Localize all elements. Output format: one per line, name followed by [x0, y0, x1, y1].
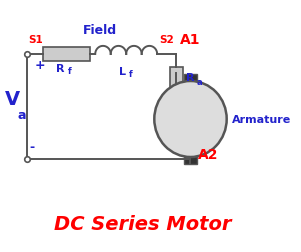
Text: f: f	[68, 67, 71, 76]
Text: V: V	[5, 90, 20, 109]
Circle shape	[154, 82, 227, 158]
Bar	[184, 156, 197, 164]
Text: -: -	[29, 141, 35, 154]
Text: Field: Field	[83, 24, 117, 37]
Text: S2: S2	[160, 35, 174, 45]
Text: f: f	[129, 70, 133, 79]
Text: DC Series Motor: DC Series Motor	[54, 215, 232, 234]
Text: L: L	[119, 67, 126, 77]
Bar	[43, 48, 91, 62]
Text: +: +	[34, 58, 45, 71]
Text: Armature: Armature	[231, 115, 291, 124]
Text: A2: A2	[198, 147, 219, 161]
Text: R: R	[186, 73, 194, 83]
Bar	[184, 75, 197, 83]
Text: S1: S1	[29, 35, 43, 45]
Text: a: a	[17, 109, 26, 121]
Bar	[169, 68, 183, 88]
Text: A1: A1	[180, 33, 200, 47]
Text: a: a	[196, 77, 202, 86]
Text: R: R	[56, 64, 65, 74]
